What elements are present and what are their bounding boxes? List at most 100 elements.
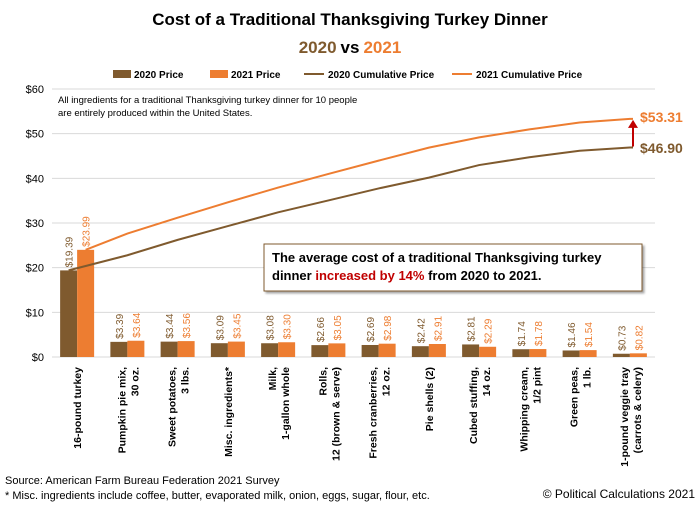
line-2021-cumulative (85, 117, 633, 251)
credit-text: © Political Calculations 2021 (543, 487, 696, 501)
bars (60, 249, 647, 357)
bar-2021 (629, 353, 647, 357)
callout-line-2-post: from 2020 to 2021. (424, 268, 541, 283)
legend-swatch-2020-price (113, 70, 131, 78)
legend: 2020 Price 2021 Price 2020 Cumulative Pr… (113, 70, 583, 81)
bar-label-2020: $2.81 (467, 316, 478, 341)
legend-label-2021-cumulative: 2021 Cumulative Price (476, 70, 583, 81)
bar-value-labels: $19.39 $3.39 $3.44 $3.09 $3.08 $2.66 $2.69 $2.4… (65, 216, 646, 351)
bar-label-2020: $2.69 (366, 317, 377, 342)
bar-label-2021: $23.99 (82, 216, 93, 247)
x-tick-label: Rolls, (317, 367, 329, 396)
bar-2021 (278, 342, 296, 357)
y-tick-label: $60 (26, 84, 44, 96)
bar-2020 (160, 341, 178, 357)
callout-box: The average cost of a traditional Thanks… (263, 243, 643, 292)
bar-2020 (361, 344, 379, 357)
bar-2020 (562, 350, 580, 357)
bar-label-2020: $2.42 (416, 318, 427, 343)
bar-2020 (110, 341, 128, 357)
y-tick-label: $0 (32, 352, 44, 364)
bar-label-2021: $2.91 (433, 316, 444, 341)
bar-label-2021: $3.56 (182, 313, 193, 338)
x-tick-label: Milk, (267, 367, 279, 390)
bar-2020 (261, 343, 279, 357)
y-tick-label: $50 (26, 129, 44, 141)
bar-label-2021: $1.78 (534, 321, 545, 346)
x-tick-label: 12 oz. (381, 367, 393, 396)
x-tick-label: 30 oz. (129, 367, 141, 396)
bar-label-2020: $1.74 (517, 321, 528, 346)
bar-2020 (311, 345, 329, 357)
bar-2021 (428, 344, 446, 357)
bar-2021 (177, 341, 195, 357)
legend-label-2020-cumulative: 2020 Cumulative Price (328, 70, 435, 81)
chart-subtitle: 2020 vs 2021 (299, 38, 402, 57)
x-tick-label: Whipping cream, (518, 367, 530, 452)
x-tick-label: 1/2 pint (531, 367, 543, 404)
footnote-text: * Misc. ingredients include coffee, butt… (5, 490, 430, 502)
bar-2020 (462, 344, 480, 357)
bar-2020 (210, 343, 228, 357)
callout-frame (263, 243, 643, 292)
bar-label-2020: $2.66 (316, 317, 327, 342)
cumulative-lines (68, 117, 633, 272)
y-tick-label: $10 (26, 307, 44, 319)
x-tick-label: Pie shells (2) (424, 367, 436, 431)
bar-2020 (612, 353, 630, 357)
note-line-1: All ingredients for a traditional Thanks… (58, 95, 357, 106)
bar-label-2021: $2.98 (383, 315, 394, 340)
callout-line-1: The average cost of a traditional Thanks… (272, 250, 602, 265)
callout-highlight: increased by 14% (315, 268, 425, 283)
x-tick-label: 12 (brown & serve) (330, 367, 342, 461)
bar-label-2021: $3.05 (333, 315, 344, 340)
bar-label-2021: $0.82 (634, 325, 645, 350)
note-line-2: are entirely produced within the United … (58, 108, 252, 119)
x-tick-label: Sweet potatoes, (167, 367, 179, 447)
bar-2021 (378, 343, 396, 357)
bar-2021 (127, 340, 145, 357)
subtitle-year-2020: 2020 (299, 38, 337, 57)
y-axis: $0 $10 $20 $30 $40 $50 $60 (26, 84, 44, 364)
x-tick-label: Fresh cranberries, (368, 367, 380, 459)
arrow-head (628, 119, 638, 128)
bar-2021 (479, 346, 497, 357)
bar-2021 (77, 249, 95, 357)
bar-2020 (60, 270, 78, 357)
y-tick-label: $30 (26, 218, 44, 230)
bar-label-2020: $3.08 (266, 315, 277, 340)
x-tick-label: (carrots & celery) (632, 367, 644, 453)
bar-label-2021: $3.45 (232, 313, 243, 338)
subtitle-year-2021: 2021 (363, 38, 401, 57)
chart-title: Cost of a Traditional Thanksgiving Turke… (152, 10, 548, 29)
bar-2020 (512, 349, 530, 357)
subtitle-vs: vs (341, 38, 360, 57)
x-tick-label: 3 lbs. (180, 367, 192, 394)
bar-label-2021: $3.64 (132, 312, 143, 337)
bar-label-2020: $1.46 (567, 322, 578, 347)
callout-line-2-pre: dinner (272, 268, 315, 283)
bar-label-2020: $0.73 (617, 325, 628, 350)
x-tick-label: 16-pound turkey (72, 367, 84, 449)
bar-label-2020: $3.39 (115, 313, 126, 338)
callout-line-2: dinner increased by 14% from 2020 to 202… (272, 268, 542, 283)
bar-2021 (328, 343, 346, 357)
x-axis-labels: 16-pound turkey Pumpkin pie mix, 30 oz. Swe… (72, 366, 644, 467)
x-tick-label: Green peas, (569, 367, 581, 427)
source-text: Source: American Farm Bureau Federation … (5, 475, 280, 487)
x-tick-label: Pumpkin pie mix, (116, 367, 128, 453)
bar-label-2021: $1.54 (584, 322, 595, 347)
bar-2021 (579, 350, 597, 357)
bar-label-2020: $19.39 (65, 236, 76, 267)
legend-swatch-2021-price (210, 70, 228, 78)
increase-arrow (628, 119, 638, 147)
x-tick-label: Cubed stuffing, (468, 367, 480, 444)
end-label-2020: $46.90 (640, 140, 683, 156)
x-tick-label: 1 lb. (582, 367, 594, 388)
legend-label-2021-price: 2021 Price (231, 70, 281, 81)
bar-label-2020: $3.09 (215, 315, 226, 340)
bar-label-2020: $3.44 (165, 313, 176, 338)
bar-label-2021: $3.30 (283, 314, 294, 339)
x-tick-label: Misc. ingredients* (223, 366, 235, 457)
